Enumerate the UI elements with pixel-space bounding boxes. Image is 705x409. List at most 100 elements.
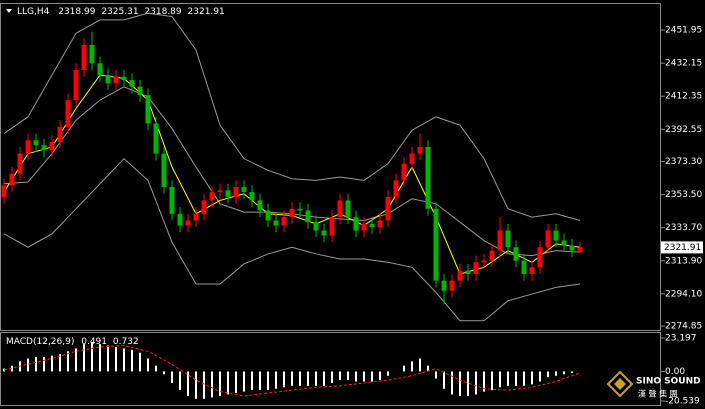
candle-body (201, 200, 207, 214)
candle-body (105, 75, 111, 84)
logo: SINO SOUND 漢 聲 集 團 (606, 370, 701, 399)
candle-body (297, 208, 303, 211)
macd-title: MACD(12,26,9) (6, 337, 74, 347)
candle-body (433, 208, 439, 281)
candle-body (505, 230, 511, 248)
symbol: LLG,H4 (17, 7, 50, 17)
candle-body (1, 185, 7, 198)
candle-body (281, 217, 287, 226)
y-tick-label: 2373.30 (665, 157, 702, 167)
y-tick-label: 2294.10 (665, 289, 702, 299)
candle-body (513, 247, 519, 261)
candle-body (537, 247, 543, 268)
indicator-line (3, 157, 581, 322)
macd-value: 0.491 (81, 337, 107, 347)
logo-subtitle: 漢 聲 集 團 (638, 389, 678, 399)
main-panel-frame (0, 3, 661, 331)
candle-body (545, 230, 551, 248)
candle-body (89, 44, 95, 64)
candle-body (129, 80, 135, 87)
chart-header: LLG,H4 2318.99 2325.31 2318.89 2321.91 (17, 7, 225, 17)
open-value: 2318.99 (58, 7, 95, 17)
candle-body (321, 230, 327, 236)
y-tick-label: 2313.90 (665, 256, 702, 266)
macd-y-tick-label: 0.00 (665, 367, 685, 377)
candle-body (529, 267, 535, 274)
candle-body (257, 200, 263, 211)
candle-body (457, 270, 463, 281)
candle-body (9, 173, 15, 186)
candle-body (25, 140, 31, 154)
y-tick-label: 2333.70 (665, 223, 702, 233)
close-value: 2321.91 (188, 7, 225, 17)
candle-body (17, 153, 23, 174)
candle-body (113, 76, 119, 84)
logo-mark (606, 370, 634, 398)
price-label-bg (661, 241, 703, 254)
logo-mark-inner (614, 378, 626, 390)
candle-body (489, 250, 495, 261)
candle-body (417, 146, 423, 154)
candle-body (409, 153, 415, 164)
candle-body (273, 220, 279, 226)
y-tick-label: 2353.50 (665, 190, 702, 200)
signal-value: 0.732 (113, 337, 139, 347)
candle-body (209, 192, 215, 201)
macd-panel-frame (0, 332, 661, 406)
candle-body (241, 187, 247, 193)
candle-body (553, 230, 559, 241)
candle-body (137, 86, 143, 96)
menu-arrow (6, 9, 12, 13)
candle-body (185, 220, 191, 226)
candle-body (265, 210, 271, 221)
candle-body (73, 70, 79, 101)
candle-body (233, 187, 239, 198)
y-tick-label: 2432.15 (665, 59, 702, 69)
candle-body (81, 44, 87, 71)
candle-body (33, 140, 39, 146)
y-tick-label: 2274.85 (665, 322, 702, 332)
candle-body (569, 245, 575, 251)
candle-body (521, 260, 527, 274)
high-value: 2325.31 (101, 7, 138, 17)
candle-body (465, 270, 471, 274)
candle-body (145, 95, 151, 124)
candle-body (329, 217, 335, 236)
candle-body (377, 220, 383, 228)
candle-body (481, 260, 487, 263)
candle-body (249, 192, 255, 201)
candle-body (497, 230, 503, 251)
logo-name: SINO SOUND (636, 377, 701, 387)
candle-body (65, 100, 71, 127)
macd-signal (3, 345, 581, 397)
candle-body (425, 146, 431, 209)
y-tick-label: 2412.35 (665, 92, 702, 102)
candle-body (217, 190, 223, 193)
candle-body (313, 222, 319, 231)
candle-body (577, 247, 583, 253)
low-value: 2318.89 (144, 7, 181, 17)
candle-body (401, 163, 407, 181)
candle-body (289, 208, 295, 218)
y-tick-label: 2451.95 (665, 25, 702, 35)
candle-body (161, 153, 167, 188)
macd-y-tick-label: 23.197 (665, 334, 697, 344)
candle-body (305, 210, 311, 223)
candle-body (121, 76, 127, 81)
candle-body (393, 180, 399, 198)
candle-body (561, 240, 567, 246)
candle-body (225, 190, 231, 198)
candle-body (193, 213, 199, 221)
candle-body (97, 63, 103, 76)
indicator-line (3, 86, 581, 257)
candle-body (169, 187, 175, 214)
candle-body (49, 141, 55, 151)
candle-body (473, 262, 479, 274)
candle-body (153, 123, 159, 154)
candle-body (345, 200, 351, 218)
indicator-line (3, 74, 581, 275)
macd-y-tick-label: -20.539 (665, 397, 700, 407)
candle-body (361, 223, 367, 231)
candle-body (337, 200, 343, 218)
